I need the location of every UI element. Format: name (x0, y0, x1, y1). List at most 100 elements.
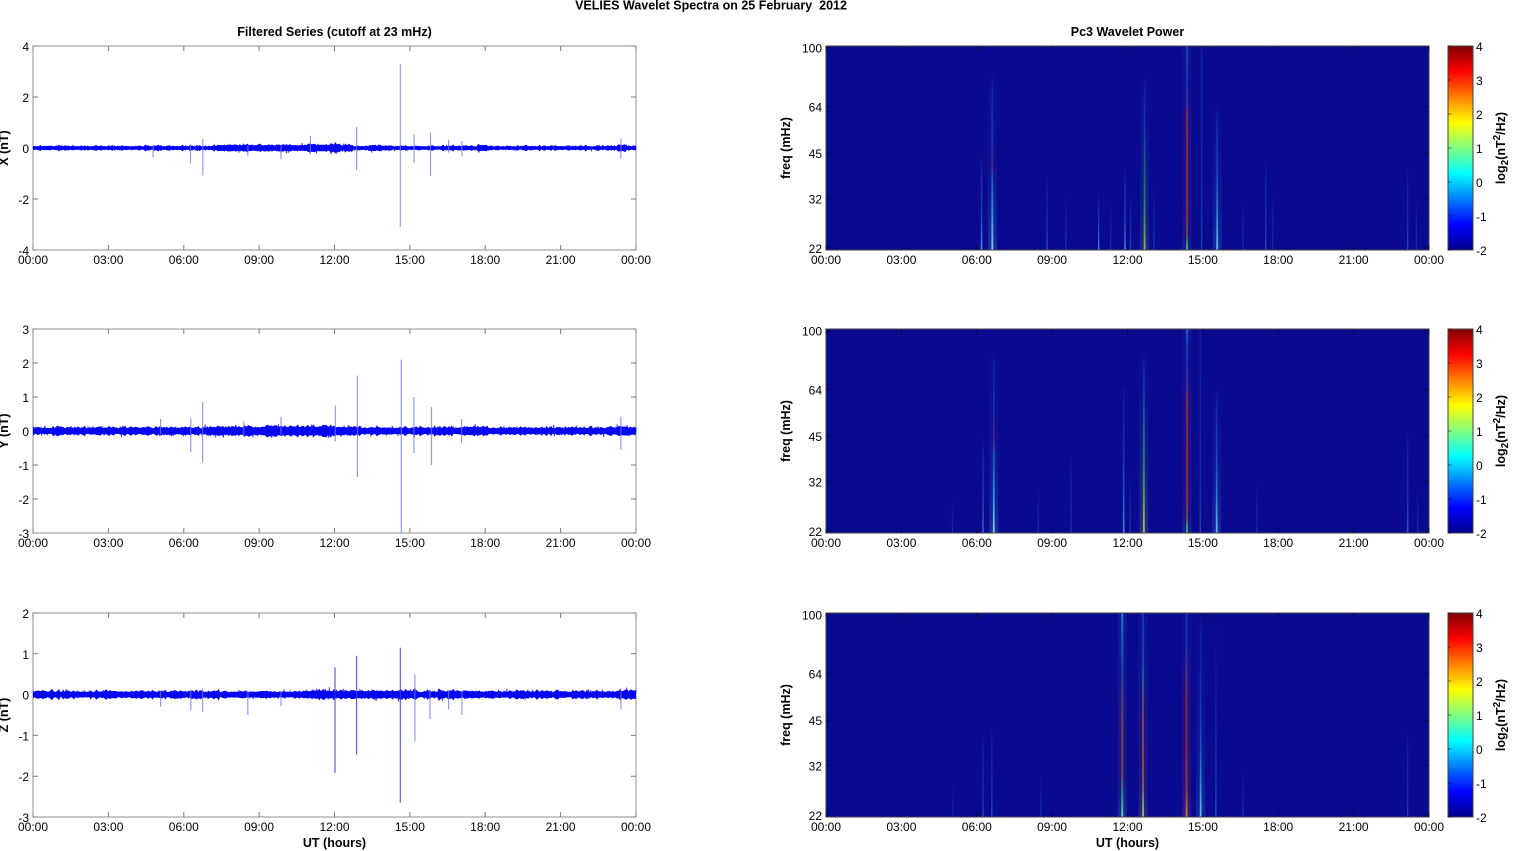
svg-text:100: 100 (802, 325, 822, 339)
svg-text:2: 2 (1476, 108, 1483, 122)
svg-text:-1: -1 (18, 459, 29, 473)
svg-text:00:00: 00:00 (1414, 536, 1444, 550)
svg-text:32: 32 (809, 475, 823, 489)
svg-text:15:00: 15:00 (395, 536, 425, 550)
svg-text:log2(nT2/Hz): log2(nT2/Hz) (1492, 679, 1511, 751)
svg-text:UT (hours): UT (hours) (303, 836, 366, 850)
svg-text:0: 0 (1476, 743, 1483, 757)
svg-text:freq (mHz): freq (mHz) (779, 684, 793, 746)
svg-text:32: 32 (809, 759, 823, 773)
svg-text:-2: -2 (1476, 244, 1487, 258)
svg-text:freq (mHz): freq (mHz) (779, 117, 793, 179)
svg-text:4: 4 (1476, 40, 1483, 54)
svg-text:-1: -1 (1476, 777, 1487, 791)
svg-text:09:00: 09:00 (244, 820, 274, 834)
svg-text:1: 1 (1476, 425, 1483, 439)
svg-text:Filtered Series (cutoff at 23: Filtered Series (cutoff at 23 mHz) (237, 25, 432, 39)
svg-text:21:00: 21:00 (546, 820, 576, 834)
svg-text:log2(nT2/Hz): log2(nT2/Hz) (1492, 395, 1511, 467)
svg-text:06:00: 06:00 (962, 536, 992, 550)
svg-text:09:00: 09:00 (1037, 253, 1067, 267)
svg-text:0: 0 (1476, 176, 1483, 190)
svg-text:2: 2 (22, 607, 29, 621)
svg-text:22: 22 (809, 809, 823, 823)
svg-text:00:00: 00:00 (18, 820, 48, 834)
svg-text:100: 100 (802, 42, 822, 56)
svg-text:00:00: 00:00 (1414, 820, 1444, 834)
svg-text:09:00: 09:00 (1037, 536, 1067, 550)
svg-text:15:00: 15:00 (395, 820, 425, 834)
svg-text:00:00: 00:00 (811, 820, 841, 834)
svg-text:freq (mHz): freq (mHz) (779, 400, 793, 462)
svg-text:15:00: 15:00 (395, 253, 425, 267)
svg-text:09:00: 09:00 (244, 253, 274, 267)
svg-text:06:00: 06:00 (169, 820, 199, 834)
svg-text:00:00: 00:00 (621, 253, 651, 267)
svg-text:06:00: 06:00 (169, 536, 199, 550)
svg-text:06:00: 06:00 (962, 253, 992, 267)
svg-text:0: 0 (22, 425, 29, 439)
svg-text:15:00: 15:00 (1188, 820, 1218, 834)
svg-text:-2: -2 (18, 493, 29, 507)
svg-text:log2(nT2/Hz): log2(nT2/Hz) (1492, 112, 1511, 184)
svg-text:03:00: 03:00 (93, 820, 123, 834)
svg-text:-2: -2 (1476, 527, 1487, 541)
svg-text:0: 0 (22, 689, 29, 703)
svg-text:12:00: 12:00 (319, 536, 349, 550)
svg-text:03:00: 03:00 (93, 536, 123, 550)
svg-text:00:00: 00:00 (18, 253, 48, 267)
svg-text:64: 64 (809, 384, 823, 398)
svg-text:06:00: 06:00 (962, 820, 992, 834)
svg-text:00:00: 00:00 (621, 820, 651, 834)
svg-text:00:00: 00:00 (1414, 253, 1444, 267)
svg-text:45: 45 (809, 430, 823, 444)
svg-text:4: 4 (22, 40, 29, 54)
svg-text:Y (nT): Y (nT) (0, 413, 11, 448)
svg-text:03:00: 03:00 (886, 536, 916, 550)
svg-text:21:00: 21:00 (1339, 820, 1369, 834)
svg-text:22: 22 (809, 242, 823, 256)
svg-text:-2: -2 (1476, 811, 1487, 825)
svg-text:-4: -4 (18, 244, 29, 258)
svg-text:UT (hours): UT (hours) (1096, 836, 1159, 850)
svg-text:2: 2 (22, 91, 29, 105)
svg-text:12:00: 12:00 (319, 820, 349, 834)
svg-text:21:00: 21:00 (546, 253, 576, 267)
svg-text:32: 32 (809, 192, 823, 206)
svg-text:15:00: 15:00 (1188, 253, 1218, 267)
svg-text:0: 0 (22, 142, 29, 156)
svg-text:21:00: 21:00 (1339, 253, 1369, 267)
svg-text:03:00: 03:00 (93, 253, 123, 267)
svg-text:Pc3 Wavelet Power: Pc3 Wavelet Power (1071, 25, 1185, 39)
svg-text:18:00: 18:00 (1263, 820, 1293, 834)
svg-text:1: 1 (1476, 709, 1483, 723)
svg-text:00:00: 00:00 (811, 536, 841, 550)
svg-text:12:00: 12:00 (319, 253, 349, 267)
svg-text:3: 3 (1476, 357, 1483, 371)
svg-text:2: 2 (1476, 675, 1483, 689)
svg-text:18:00: 18:00 (1263, 536, 1293, 550)
svg-text:-2: -2 (18, 770, 29, 784)
svg-text:-1: -1 (1476, 493, 1487, 507)
svg-text:12:00: 12:00 (1112, 820, 1142, 834)
svg-text:45: 45 (809, 714, 823, 728)
svg-text:-3: -3 (18, 527, 29, 541)
svg-text:Z (nT): Z (nT) (0, 698, 11, 733)
svg-text:-2: -2 (18, 193, 29, 207)
svg-text:-1: -1 (1476, 210, 1487, 224)
svg-text:45: 45 (809, 147, 823, 161)
svg-text:09:00: 09:00 (1037, 820, 1067, 834)
svg-text:15:00: 15:00 (1188, 536, 1218, 550)
svg-text:00:00: 00:00 (811, 253, 841, 267)
svg-text:21:00: 21:00 (1339, 536, 1369, 550)
svg-text:03:00: 03:00 (886, 820, 916, 834)
svg-text:1: 1 (22, 391, 29, 405)
svg-text:18:00: 18:00 (470, 536, 500, 550)
svg-text:3: 3 (22, 323, 29, 337)
svg-text:-3: -3 (18, 811, 29, 825)
svg-text:0: 0 (1476, 459, 1483, 473)
svg-text:12:00: 12:00 (1112, 253, 1142, 267)
svg-text:3: 3 (1476, 74, 1483, 88)
svg-text:3: 3 (1476, 641, 1483, 655)
svg-text:18:00: 18:00 (1263, 253, 1293, 267)
